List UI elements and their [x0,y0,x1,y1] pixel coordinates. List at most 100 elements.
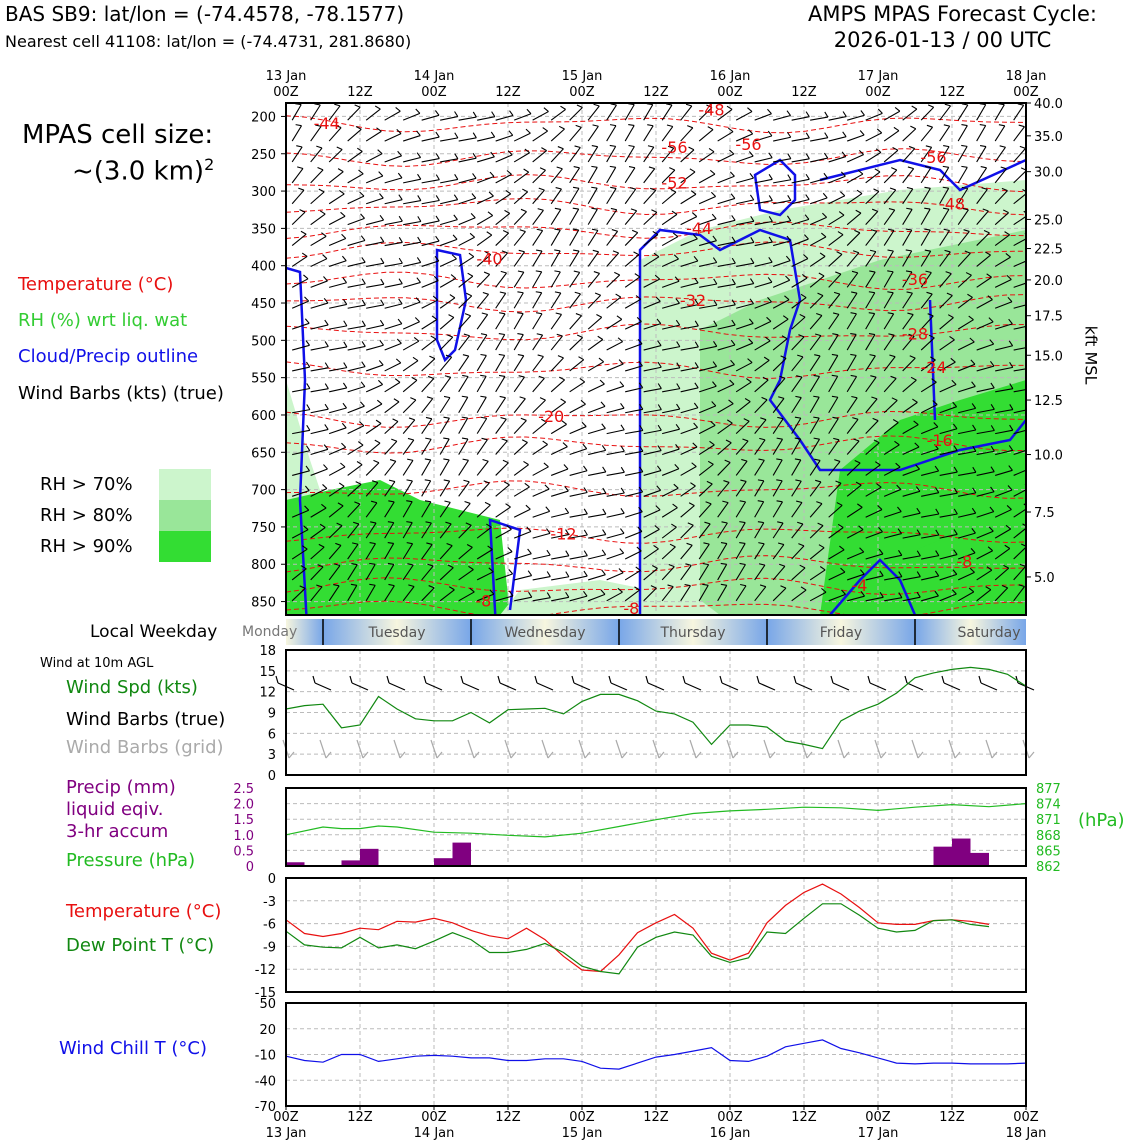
wind-barb [772,279,790,288]
wind-barb [328,427,347,435]
wind-barb [814,354,821,357]
wind-barb [523,168,529,173]
wind-barb [620,528,625,534]
wind-barb [816,501,823,505]
wind-barb [851,395,858,399]
wind-barb [768,216,773,222]
wind-barb [342,277,348,284]
wind-barb [550,188,562,205]
wind-barb [920,359,936,372]
wind-barb [787,174,792,181]
wind-barb [939,533,958,539]
wind-barb [310,448,329,456]
wind-barb [809,591,827,602]
wind-barb [809,525,824,539]
wind-barb [538,187,545,191]
wind-barb [942,165,949,168]
wind-barb [890,375,897,379]
wind-barb [828,293,841,309]
wind-barb [606,552,624,560]
wind-tick-label: 3 [268,748,276,763]
wind-barb [1013,215,1026,226]
wind-barb [384,440,398,455]
wind-barb [865,292,876,309]
wind-barb [388,500,395,503]
wind-barb [785,255,791,261]
wind-barb-grid [430,739,438,759]
bottom-hour-label: 00Z [1013,1110,1039,1125]
wind-barb [402,399,417,414]
wind-barb [546,571,551,577]
wind-barb [754,439,766,455]
wind-barb [620,466,625,473]
wind-barb [958,429,976,435]
wind-barb [884,554,902,560]
wind-barb [773,240,791,247]
wind-barb [486,523,492,528]
wind-barb [417,173,422,180]
wind-barb [680,238,698,247]
wind-barb [606,532,625,539]
rh-shading [286,480,510,615]
wind-barb [662,346,680,351]
isotherm-label: -12 [550,524,576,543]
wind-barb [902,512,921,518]
wind-barb-true [534,675,538,684]
wind-barb [989,361,995,367]
weekday-bar-segment [323,619,471,645]
wind-barb [299,585,306,589]
wind-barb [785,275,791,281]
wind-barb [846,252,860,267]
isotherm-label: -44 [686,219,712,238]
wind-barb [692,234,698,240]
wind-barb [454,132,459,139]
wind-barb [498,353,505,356]
wind-barb-grid [1028,751,1035,759]
wind-barb [731,299,736,306]
wind-barb [444,375,451,378]
wind-barb [507,547,513,553]
wind-barb [772,587,787,602]
wind-barb [661,487,679,497]
wind-barb [466,292,472,297]
wind-barb [854,229,861,234]
wind-barb [740,479,747,482]
wind-barb [324,341,329,347]
wind-barb [907,166,914,170]
wind-barb [902,379,917,393]
wind-barb [476,215,493,226]
wind-barb [791,316,806,330]
wind-barb [898,549,903,556]
wind-barb [902,424,919,435]
wind-barbs-true-label: Wind Barbs (true) [66,709,226,730]
wind-barb [680,446,698,456]
wind-barb [643,125,654,142]
wind-barb [495,134,513,142]
wind-barb [434,110,440,116]
wind-barb [717,403,734,414]
wind-barb [517,312,524,315]
wind-barb [994,489,1013,497]
wind-barb [1013,429,1026,435]
wind-barb [662,367,680,372]
wind-barb [398,298,403,305]
wind-barb [779,563,786,567]
wind-barb [837,523,844,528]
height-axis-label: kft MSL [1082,326,1101,385]
wind-barb [541,147,547,152]
wind-barb [606,104,617,121]
wind-barb [661,566,675,581]
wind-barb-grid [911,739,919,759]
wind-barb [630,208,637,212]
wind-barb [476,482,490,497]
wind-barb [472,152,477,159]
wind-barb [680,216,697,226]
wind-barb [710,191,717,197]
wind-barb [384,501,395,518]
wind-barb [713,320,718,327]
wind-barb [365,130,382,142]
wind-barb [908,333,915,337]
wind-barb [736,241,754,247]
wind-barb [361,257,366,263]
wind-barb-grid [325,751,332,759]
